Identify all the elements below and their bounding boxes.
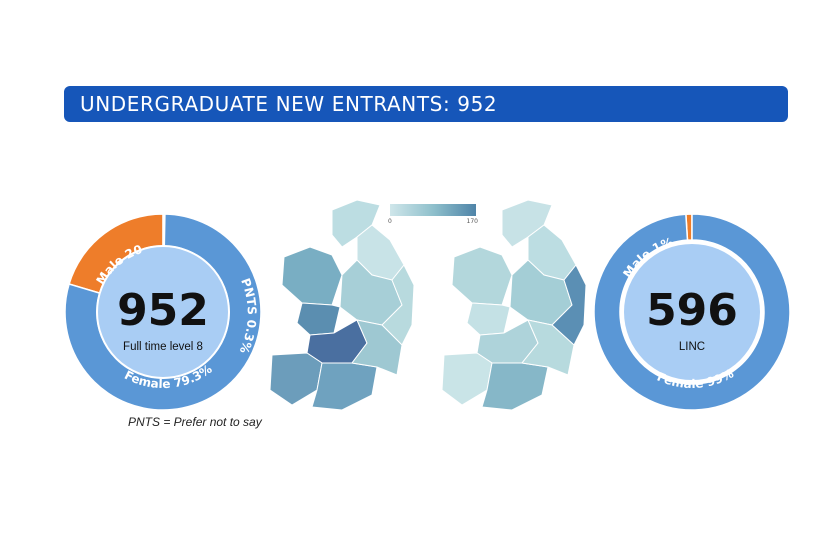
donut-center-value: 952	[117, 285, 209, 336]
donut-center-value: 596	[646, 285, 738, 336]
legend-min-label: 0	[388, 218, 392, 225]
map-region-clare	[466, 302, 511, 336]
ireland-map-left	[269, 199, 415, 411]
map-region-west	[451, 246, 513, 306]
linc-donut-chart: 596 LINC Male 1% Female 99%	[593, 213, 791, 411]
map-region-cork	[481, 362, 549, 411]
donut-center-label: LINC	[679, 341, 705, 353]
map-region-southeast	[351, 319, 403, 376]
map-region-east	[381, 264, 415, 346]
page-title: UNDERGRADUATE NEW ENTRANTS: 952	[80, 92, 498, 116]
legend-max-label: 170	[466, 218, 478, 225]
donut-slice-female	[593, 213, 791, 411]
donut-inner-circle	[96, 245, 230, 379]
page-title-banner: UNDERGRADUATE NEW ENTRANTS: 952	[64, 86, 788, 122]
map-region-kerry	[269, 352, 323, 406]
ireland-map-right	[441, 199, 587, 411]
legend-gradient-bar	[390, 204, 476, 216]
map-region-west	[281, 246, 343, 306]
map-region-cork	[311, 362, 378, 411]
map-region-southeast	[521, 319, 575, 376]
footnote: PNTS = Prefer not to say	[128, 415, 262, 429]
donut-center-label: Full time level 8	[123, 341, 203, 353]
full-time-donut-chart: 952 Full time level 8 Male 20.4% PNTS 0.…	[63, 212, 262, 411]
map-color-legend: 0 170	[386, 204, 480, 230]
map-region-clare	[296, 302, 341, 336]
map-region-dublin	[551, 264, 587, 346]
donut-inner-fill	[624, 244, 760, 380]
